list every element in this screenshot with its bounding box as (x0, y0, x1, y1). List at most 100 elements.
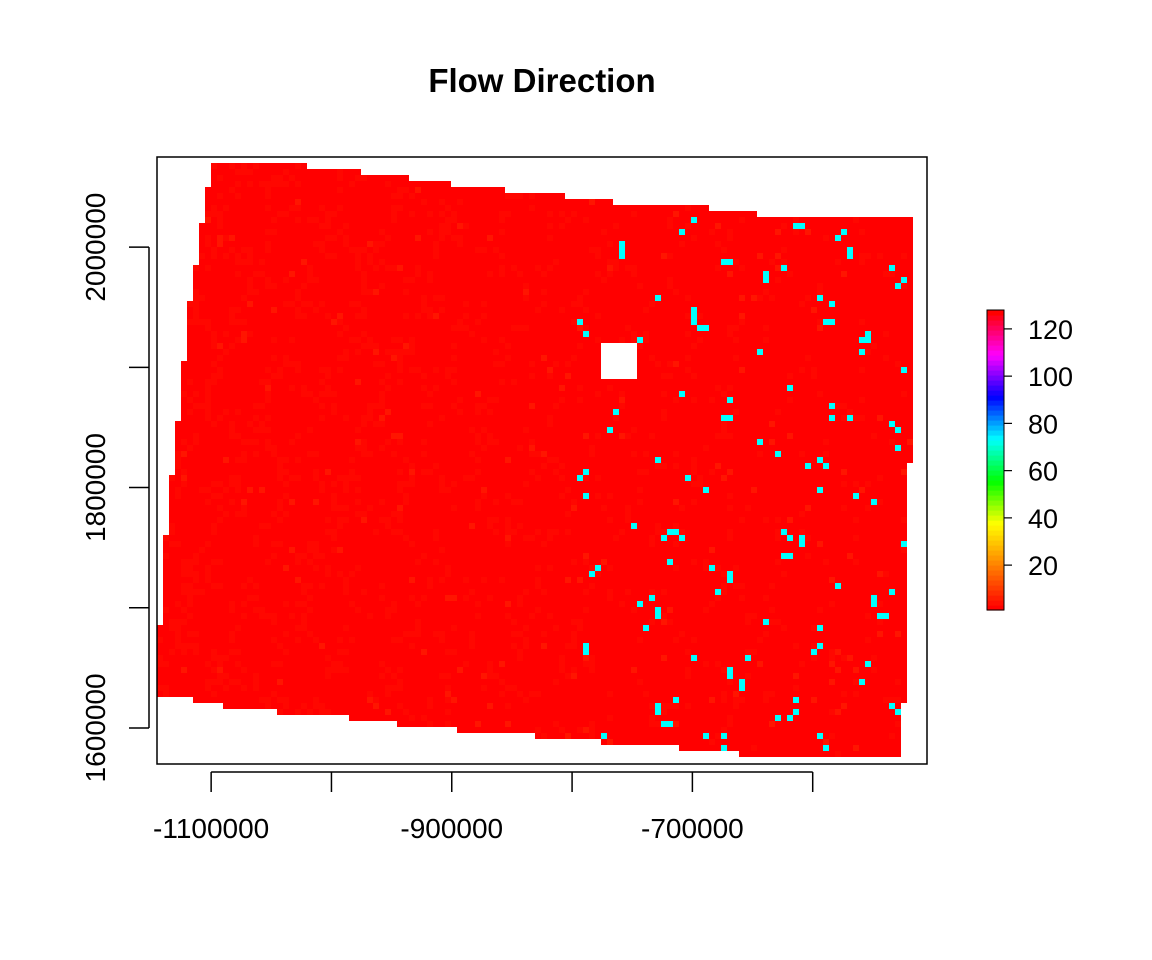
raster-cell (655, 409, 661, 415)
raster-cell (589, 217, 595, 223)
raster-cell (649, 277, 655, 283)
raster-cell (853, 283, 859, 289)
raster-cell (427, 211, 433, 217)
raster-cell (577, 337, 583, 343)
raster-cell (187, 361, 193, 367)
raster-cell (829, 367, 835, 373)
raster-cell (265, 427, 271, 433)
raster-cell (733, 427, 739, 433)
raster-cell (895, 247, 901, 253)
raster-cell (481, 367, 487, 373)
raster-cell (655, 367, 661, 373)
raster-cell (655, 433, 661, 439)
raster-cell (691, 271, 697, 277)
raster-cell (553, 373, 559, 379)
raster-cell (343, 433, 349, 439)
raster-cell (661, 247, 667, 253)
raster-cell (415, 313, 421, 319)
raster-cell (505, 415, 511, 421)
raster-cell (271, 349, 277, 355)
raster-cell (847, 259, 853, 265)
raster-cell (643, 391, 649, 397)
raster-cell (475, 295, 481, 301)
raster-cell (517, 301, 523, 307)
raster-cell (823, 415, 829, 421)
raster-cell (667, 271, 673, 277)
raster-cell (265, 397, 271, 403)
raster-cell (301, 253, 307, 259)
raster-cell (235, 427, 241, 433)
raster-cell (487, 241, 493, 247)
raster-cell (493, 373, 499, 379)
raster-cell (559, 235, 565, 241)
raster-cell (805, 313, 811, 319)
raster-cell (679, 283, 685, 289)
raster-cell (211, 187, 217, 193)
raster-cell (397, 301, 403, 307)
raster-cell (433, 397, 439, 403)
raster-cell (805, 343, 811, 349)
raster-cell (859, 235, 865, 241)
raster-cell (361, 439, 367, 445)
raster-cell (811, 229, 817, 235)
raster-cell (217, 409, 223, 415)
raster-cell (565, 361, 571, 367)
raster-cell (289, 277, 295, 283)
raster-cell (787, 265, 793, 271)
raster-cell (907, 325, 913, 331)
raster-cell (499, 391, 505, 397)
raster-cell (283, 349, 289, 355)
raster-cell (859, 361, 865, 367)
raster-cell (313, 433, 319, 439)
raster-cell (205, 211, 211, 217)
raster-cell (397, 217, 403, 223)
raster-cell (475, 217, 481, 223)
raster-cell (451, 319, 457, 325)
raster-cell (247, 253, 253, 259)
raster-cell (553, 211, 559, 217)
raster-cell (805, 433, 811, 439)
raster-cell (691, 277, 697, 283)
raster-cell (421, 349, 427, 355)
raster-cell (349, 295, 355, 301)
raster-cell (295, 385, 301, 391)
raster-cell (829, 217, 835, 223)
raster-cell (511, 199, 517, 205)
raster-cell (853, 307, 859, 313)
raster-cell (193, 337, 199, 343)
raster-cell (565, 211, 571, 217)
raster-cell (283, 379, 289, 385)
raster-cell (901, 319, 907, 325)
raster-cell (277, 307, 283, 313)
raster-cell (241, 361, 247, 367)
raster-cell (355, 403, 361, 409)
raster-cell (763, 355, 769, 361)
raster-cell (805, 367, 811, 373)
raster-cell (337, 271, 343, 277)
raster-cell (361, 421, 367, 427)
raster-cell (529, 331, 535, 337)
raster-cell (823, 307, 829, 313)
raster-cell (499, 325, 505, 331)
raster-cell (793, 343, 799, 349)
raster-cell (343, 295, 349, 301)
raster-cell (319, 379, 325, 385)
raster-cell (379, 265, 385, 271)
raster-cell (211, 295, 217, 301)
raster-cell (685, 391, 691, 397)
raster-cell (241, 169, 247, 175)
raster-cell (667, 349, 673, 355)
raster-cell (769, 259, 775, 265)
raster-cell (271, 319, 277, 325)
raster-cell (373, 247, 379, 253)
raster-cell (487, 187, 493, 193)
raster-cell (379, 325, 385, 331)
raster-cell (229, 415, 235, 421)
raster-cell (193, 331, 199, 337)
raster-cell (865, 343, 871, 349)
raster-cell (685, 331, 691, 337)
raster-cell (241, 193, 247, 199)
raster-cell (589, 427, 595, 433)
raster-cell (355, 205, 361, 211)
raster-cell (889, 325, 895, 331)
